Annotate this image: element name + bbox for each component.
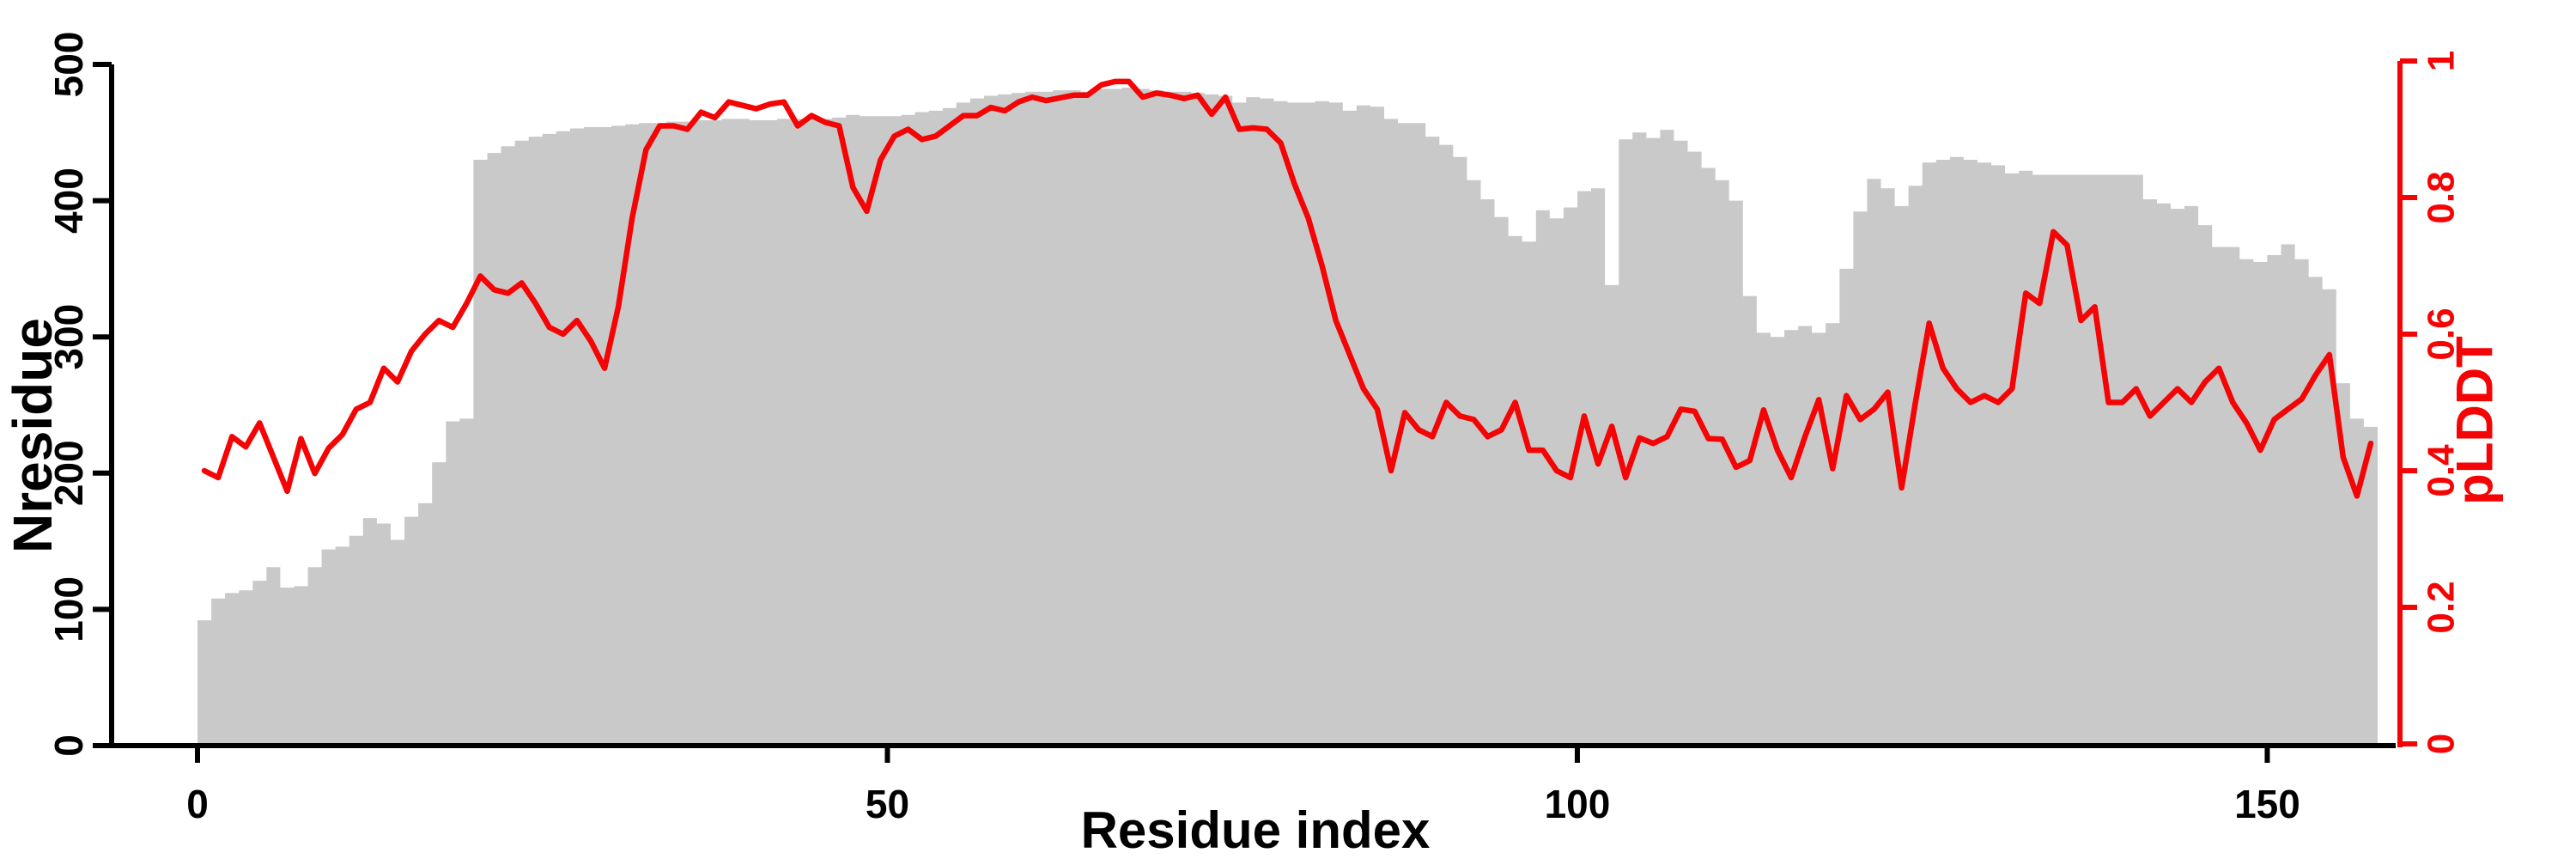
right-axis-title: pLDDT: [2445, 336, 2504, 505]
right-tick-label: 0.6: [2421, 308, 2463, 360]
nresidue-bars: [197, 88, 2378, 746]
x-axis-title: Residue index: [1080, 801, 1431, 859]
right-tick-label: 1: [2421, 51, 2463, 71]
x-tick-label: 150: [2234, 782, 2300, 826]
left-tick-label: 300: [46, 304, 91, 370]
x-tick-label: 50: [866, 782, 909, 826]
left-tick-label: 100: [46, 576, 91, 643]
right-tick-label: 0.4: [2421, 444, 2463, 497]
right-tick-label: 0.8: [2421, 171, 2463, 223]
plddt-line: [201, 78, 2374, 499]
left-tick-label: 0: [46, 734, 91, 757]
right-tick-label: 0.2: [2421, 581, 2463, 633]
left-tick-label: 400: [46, 168, 91, 234]
right-tick-label: 0: [2421, 734, 2463, 754]
x-tick-label: 0: [186, 782, 209, 826]
x-tick-label: 100: [1545, 782, 1611, 826]
left-tick-label: 500: [46, 32, 91, 98]
left-axis-title: Nresidue: [2, 318, 64, 553]
left-tick-label: 200: [46, 440, 91, 506]
